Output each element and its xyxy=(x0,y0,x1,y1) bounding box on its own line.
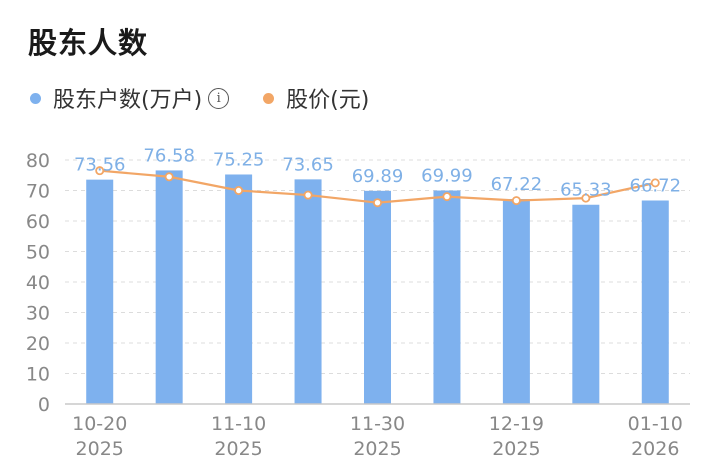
y-tick-label: 80 xyxy=(26,150,50,172)
bar[interactable] xyxy=(294,179,322,404)
bar[interactable] xyxy=(502,198,530,404)
x-tick-year: 2025 xyxy=(76,438,124,460)
x-tick-label: 12-19 xyxy=(489,413,544,435)
legend-label-holders: 股东户数(万户) xyxy=(53,88,203,113)
bar-value-label: 65.33 xyxy=(560,180,612,201)
price-point[interactable] xyxy=(95,166,105,176)
x-tick-label: 11-10 xyxy=(211,413,266,435)
price-point[interactable] xyxy=(303,190,313,200)
y-tick-label: 50 xyxy=(26,242,50,264)
bar[interactable] xyxy=(572,204,600,404)
bar-value-label: 66.72 xyxy=(630,176,682,197)
bar[interactable] xyxy=(86,179,114,404)
y-tick-label: 60 xyxy=(26,211,50,233)
x-tick-label: 01-10 xyxy=(628,413,683,435)
x-tick-label: 10-20 xyxy=(72,413,127,435)
line-layer xyxy=(95,166,660,208)
bar-value-label: 73.65 xyxy=(282,154,334,175)
y-tick-label: 40 xyxy=(26,272,50,294)
price-point[interactable] xyxy=(442,192,452,202)
bar[interactable] xyxy=(364,190,391,404)
chart-title: 股东人数 xyxy=(28,26,149,60)
info-icon[interactable]: i xyxy=(208,87,230,109)
x-tick-year: 2025 xyxy=(492,438,540,460)
legend-label-price: 股价(元) xyxy=(286,88,370,113)
bar-value-label: 69.89 xyxy=(352,166,404,187)
legend-dot-price xyxy=(263,92,275,104)
label-layer: 73.56 76.58 75.25 73.65 69.89 69.99 67.22 65.33… xyxy=(74,145,681,200)
y-tick-label: 20 xyxy=(26,333,50,355)
bar-value-label: 67.22 xyxy=(491,174,543,195)
bar-value-label: 69.99 xyxy=(421,166,473,187)
x-tick-year: 2025 xyxy=(353,438,401,460)
axis-layer: 0 10 20 30 40 50 60 70 80 10-20 2025 11-10 2025 11-30… xyxy=(26,150,690,460)
price-point[interactable] xyxy=(650,178,660,188)
y-tick-label: 30 xyxy=(26,303,50,325)
y-tick-label: 0 xyxy=(38,394,50,416)
price-point[interactable] xyxy=(372,198,382,208)
x-tick-year: 2026 xyxy=(631,438,679,460)
price-point[interactable] xyxy=(511,196,521,206)
price-point[interactable] xyxy=(234,185,244,195)
legend-item-holders[interactable]: 股东户数(万户) i xyxy=(30,82,230,114)
legend-dot-holders xyxy=(30,92,41,104)
y-tick-label: 70 xyxy=(26,181,50,203)
bar[interactable] xyxy=(433,190,461,404)
chart-legend: 股东户数(万户) i 股价(元) xyxy=(30,82,403,114)
y-tick-label: 10 xyxy=(26,364,50,386)
bar-value-label: 73.56 xyxy=(74,155,126,176)
bar-layer xyxy=(86,170,669,404)
x-tick-label: 11-30 xyxy=(350,413,405,435)
legend-item-price[interactable]: 股价(元) xyxy=(263,82,369,114)
x-tick-year: 2025 xyxy=(214,438,262,460)
bar[interactable] xyxy=(155,170,183,404)
bar-value-label: 75.25 xyxy=(213,149,265,170)
price-point[interactable] xyxy=(164,172,174,182)
bar-value-label: 76.58 xyxy=(143,145,195,166)
price-point[interactable] xyxy=(581,193,591,203)
bar[interactable] xyxy=(225,174,253,404)
bar[interactable] xyxy=(641,200,669,404)
